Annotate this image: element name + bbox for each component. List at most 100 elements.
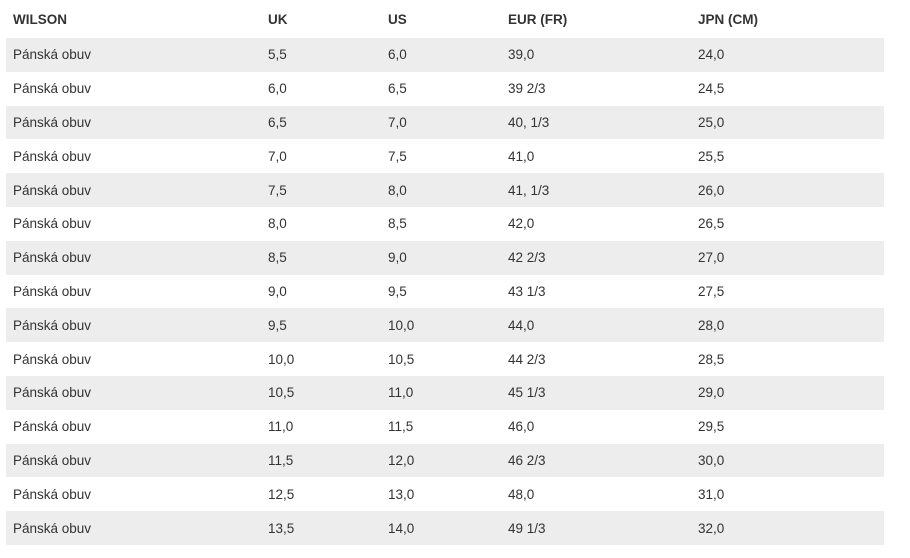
cell-uk: 10,0: [261, 342, 381, 376]
cell-eur: 48,0: [501, 477, 691, 512]
table-row: Pánská obuv 13,5 14,0 49 1/3 32,0: [6, 511, 884, 545]
cell-jpn: 25,0: [691, 105, 884, 140]
cell-jpn: 26,5: [691, 206, 884, 241]
cell-category: Pánská obuv: [6, 443, 261, 478]
cell-category: Pánská obuv: [6, 274, 261, 309]
table-row: Pánská obuv 6,5 7,0 40, 1/3 25,0: [6, 105, 884, 140]
column-header-eur-fr: EUR (FR): [501, 0, 691, 38]
cell-category: Pánská obuv: [6, 342, 261, 376]
table-row: Pánská obuv 11,0 11,5 46,0 29,5: [6, 409, 884, 444]
cell-us: 11,0: [381, 375, 501, 410]
table-row: Pánská obuv 10,0 10,5 44 2/3 28,5: [6, 342, 884, 376]
cell-uk: 5,5: [261, 38, 381, 72]
cell-us: 11,5: [381, 409, 501, 444]
cell-us: 13,0: [381, 477, 501, 512]
cell-category: Pánská obuv: [6, 71, 261, 106]
cell-jpn: 27,0: [691, 240, 884, 275]
table-row: Pánská obuv 12,5 13,0 48,0 31,0: [6, 477, 884, 512]
table-row: Pánská obuv 8,5 9,0 42 2/3 27,0: [6, 240, 884, 275]
table-row: Pánská obuv 11,5 12,0 46 2/3 30,0: [6, 443, 884, 478]
cell-uk: 10,5: [261, 375, 381, 410]
cell-jpn: 28,5: [691, 342, 884, 376]
cell-us: 7,0: [381, 105, 501, 140]
cell-eur: 46,0: [501, 409, 691, 444]
cell-uk: 7,5: [261, 173, 381, 207]
cell-eur: 42 2/3: [501, 240, 691, 275]
cell-jpn: 28,0: [691, 308, 884, 343]
cell-jpn: 26,0: [691, 173, 884, 207]
table-row: Pánská obuv 7,5 8,0 41, 1/3 26,0: [6, 173, 884, 207]
column-header-us: US: [381, 0, 501, 38]
cell-category: Pánská obuv: [6, 105, 261, 140]
table-row: Pánská obuv 5,5 6,0 39,0 24,0: [6, 38, 884, 72]
column-header-jpn-cm: JPN (CM): [691, 0, 884, 38]
cell-uk: 13,5: [261, 511, 381, 545]
cell-category: Pánská obuv: [6, 308, 261, 343]
cell-us: 6,5: [381, 71, 501, 106]
cell-eur: 46 2/3: [501, 443, 691, 478]
cell-eur: 39,0: [501, 38, 691, 72]
cell-jpn: 24,0: [691, 38, 884, 72]
table-row: Pánská obuv 9,5 10,0 44,0 28,0: [6, 308, 884, 343]
cell-category: Pánská obuv: [6, 511, 261, 545]
cell-category: Pánská obuv: [6, 240, 261, 275]
cell-jpn: 24,5: [691, 71, 884, 106]
cell-uk: 9,0: [261, 274, 381, 309]
cell-us: 12,0: [381, 443, 501, 478]
cell-jpn: 32,0: [691, 511, 884, 545]
cell-category: Pánská obuv: [6, 477, 261, 512]
cell-us: 10,5: [381, 342, 501, 376]
cell-jpn: 29,5: [691, 409, 884, 444]
cell-uk: 8,0: [261, 206, 381, 241]
cell-category: Pánská obuv: [6, 206, 261, 241]
cell-us: 8,0: [381, 173, 501, 207]
cell-eur: 49 1/3: [501, 511, 691, 545]
cell-us: 8,5: [381, 206, 501, 241]
cell-us: 9,0: [381, 240, 501, 275]
cell-jpn: 25,5: [691, 139, 884, 174]
cell-eur: 45 1/3: [501, 375, 691, 410]
cell-us: 9,5: [381, 274, 501, 309]
cell-uk: 9,5: [261, 308, 381, 343]
cell-eur: 42,0: [501, 206, 691, 241]
cell-eur: 43 1/3: [501, 274, 691, 309]
cell-us: 7,5: [381, 139, 501, 174]
table-row: Pánská obuv 8,0 8,5 42,0 26,5: [6, 206, 884, 241]
cell-category: Pánská obuv: [6, 139, 261, 174]
cell-eur: 44,0: [501, 308, 691, 343]
cell-jpn: 31,0: [691, 477, 884, 512]
cell-category: Pánská obuv: [6, 173, 261, 207]
cell-jpn: 29,0: [691, 375, 884, 410]
cell-uk: 12,5: [261, 477, 381, 512]
cell-uk: 8,5: [261, 240, 381, 275]
size-chart-table: WILSON UK US EUR (FR) JPN (CM) Pánská ob…: [6, 0, 884, 545]
cell-uk: 6,0: [261, 71, 381, 106]
column-header-brand: WILSON: [6, 0, 261, 38]
cell-uk: 6,5: [261, 105, 381, 140]
size-chart: WILSON UK US EUR (FR) JPN (CM) Pánská ob…: [6, 0, 884, 545]
cell-category: Pánská obuv: [6, 375, 261, 410]
cell-us: 6,0: [381, 38, 501, 72]
size-chart-header: WILSON UK US EUR (FR) JPN (CM): [6, 0, 884, 38]
table-row: Pánská obuv 6,0 6,5 39 2/3 24,5: [6, 71, 884, 106]
cell-eur: 41, 1/3: [501, 173, 691, 207]
cell-eur: 39 2/3: [501, 71, 691, 106]
table-row: Pánská obuv 10,5 11,0 45 1/3 29,0: [6, 375, 884, 410]
cell-category: Pánská obuv: [6, 409, 261, 444]
cell-eur: 41,0: [501, 139, 691, 174]
cell-eur: 40, 1/3: [501, 105, 691, 140]
column-header-uk: UK: [261, 0, 381, 38]
table-row: Pánská obuv 9,0 9,5 43 1/3 27,5: [6, 274, 884, 309]
cell-uk: 11,0: [261, 409, 381, 444]
cell-eur: 44 2/3: [501, 342, 691, 376]
cell-us: 14,0: [381, 511, 501, 545]
cell-uk: 7,0: [261, 139, 381, 174]
table-row: Pánská obuv 7,0 7,5 41,0 25,5: [6, 139, 884, 174]
cell-jpn: 30,0: [691, 443, 884, 478]
cell-jpn: 27,5: [691, 274, 884, 309]
cell-uk: 11,5: [261, 443, 381, 478]
header-row: WILSON UK US EUR (FR) JPN (CM): [6, 0, 884, 38]
cell-us: 10,0: [381, 308, 501, 343]
cell-category: Pánská obuv: [6, 38, 261, 72]
size-table-body: Pánská obuv 5,5 6,0 39,0 24,0 Pánská obuv 6,0 6…: [6, 38, 884, 545]
